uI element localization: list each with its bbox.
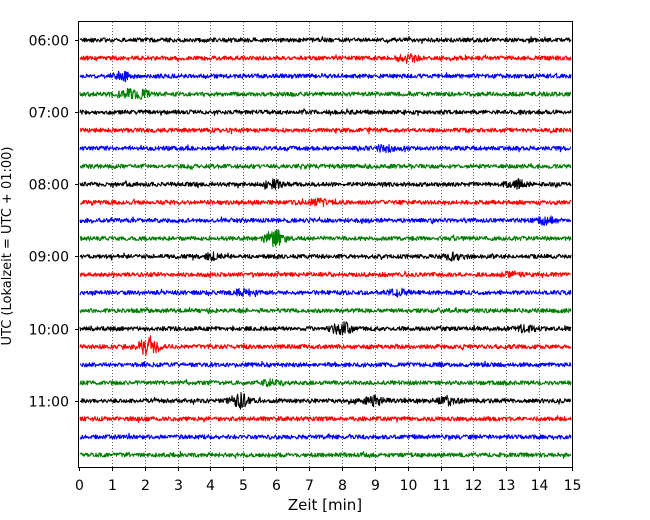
x-tick-label: 4 — [206, 478, 215, 494]
plot-frame — [78, 21, 573, 468]
tick-layer: 0 1 2 3 4 5 6 7 8 9 10 11 12 13 14 1506:0007:0008:0009:… — [29, 34, 582, 495]
x-tick-label: 5 — [239, 478, 248, 494]
y-axis-title: UTC (Lokalzeit = UTC + 01:00) — [0, 147, 15, 346]
trace-0745 — [79, 162, 572, 171]
x-tick-label: 0 — [75, 478, 84, 494]
x-tick-label: 14 — [531, 478, 549, 494]
x-tick-label: 10 — [400, 478, 418, 494]
trace-0615 — [79, 53, 572, 64]
trace-0700 — [79, 108, 572, 116]
x-tick-label: 3 — [174, 478, 183, 494]
trace-0815 — [79, 197, 572, 207]
y-tick-label: 07:00 — [29, 106, 69, 122]
x-tick-label: 15 — [564, 478, 582, 494]
trace-1045 — [79, 378, 572, 388]
x-axis-title: Zeit [min] — [288, 496, 362, 514]
x-tick-label: 11 — [433, 478, 451, 494]
trace-1100 — [79, 392, 572, 410]
x-tick-label: 12 — [465, 478, 483, 494]
trace-1030 — [79, 360, 572, 368]
trace-0945 — [79, 306, 572, 315]
trace-0645 — [79, 87, 572, 101]
trace-0930 — [79, 287, 572, 298]
y-tick-label: 10:00 — [29, 323, 69, 339]
y-tick-label: 11:00 — [29, 395, 69, 411]
trace-1015 — [79, 335, 572, 356]
trace-0715 — [79, 126, 572, 135]
y-tick-label: 09:00 — [29, 250, 69, 266]
trace-0915 — [79, 270, 572, 279]
x-tick-label: 1 — [108, 478, 117, 494]
trace-0730 — [79, 144, 572, 154]
x-tick-label: 8 — [338, 478, 347, 494]
y-tick-label: 06:00 — [29, 34, 69, 50]
x-tick-label: 2 — [141, 478, 150, 494]
trace-0900 — [79, 251, 572, 262]
x-tick-label: 13 — [498, 478, 516, 494]
trace-0845 — [79, 229, 572, 248]
trace-1115 — [79, 415, 572, 423]
trace-0800 — [79, 177, 572, 190]
trace-1000 — [79, 321, 572, 336]
trace-layer — [79, 36, 572, 460]
x-tick-label: 9 — [371, 478, 380, 494]
trace-1145 — [79, 450, 572, 460]
x-tick-label: 6 — [272, 478, 281, 494]
trace-0630 — [79, 70, 572, 83]
trace-0600 — [79, 36, 572, 44]
trace-1130 — [79, 432, 572, 441]
y-tick-label: 08:00 — [29, 178, 69, 194]
trace-0830 — [79, 215, 572, 226]
x-tick-label: 7 — [305, 478, 314, 494]
